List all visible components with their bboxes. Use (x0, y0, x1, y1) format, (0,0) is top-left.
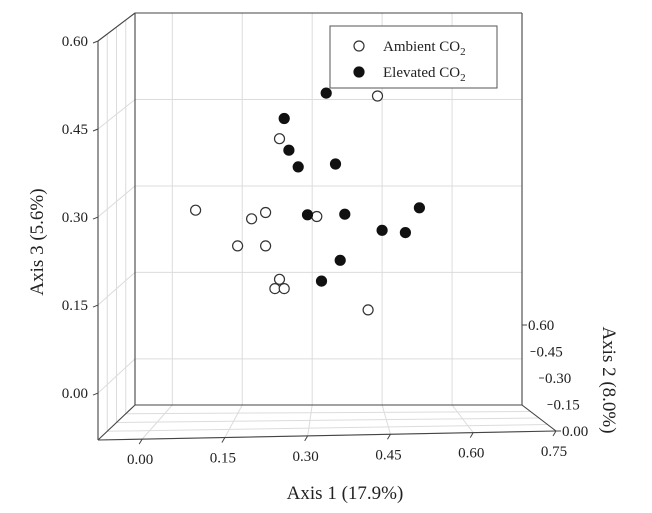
z-tick-mark (92, 216, 99, 220)
floor-gridline-y (125, 411, 531, 415)
x-tick-mark (138, 438, 143, 445)
legend-box (329, 25, 498, 89)
y-tick-label: 0.45 (537, 345, 563, 361)
z-axis-title: Axis 3 (5.6%) (27, 188, 48, 295)
y-tick-label: 0.00 (562, 424, 588, 440)
z-tick-mark (92, 304, 99, 308)
elevated-co2-point (339, 208, 351, 220)
floor-gridline-x (307, 404, 313, 436)
elevated-co2-point (376, 224, 388, 236)
elevated-co2-point (301, 209, 314, 221)
ambient-co2-point (260, 206, 272, 219)
ambient-co2-point (362, 304, 374, 316)
ambient-co2-point (269, 283, 281, 295)
z-tick-mark (92, 392, 99, 396)
frame-edge (97, 404, 136, 441)
x-tick-mark (387, 433, 391, 440)
elevated-co2-point (399, 227, 411, 239)
frame-edge (521, 404, 557, 432)
floor-gridline-x (381, 404, 391, 435)
frame-edge (97, 430, 557, 441)
side-wall-gridline-z (97, 272, 136, 306)
ambient-co2-point (278, 283, 290, 295)
x-tick-mark (304, 435, 309, 442)
z-tick-label: 0.60 (62, 34, 88, 50)
floor-gridline-y (107, 424, 548, 432)
x-tick-mark (469, 432, 474, 438)
floor-gridline-x (224, 404, 243, 438)
z-tick-label: 0.30 (62, 210, 88, 226)
elevated-co2-point (315, 275, 328, 287)
ambient-co2-point (232, 240, 244, 252)
floor-gridline-x (141, 404, 173, 440)
x-tick-label: 0.45 (375, 447, 401, 463)
legend: Ambient CO2 Elevated CO2 (329, 25, 498, 89)
ambient-co2-point (260, 240, 272, 252)
x-tick-label: 0.60 (458, 446, 484, 462)
legend-label-ambient: Ambient CO2 (383, 39, 466, 58)
y-axis-title: Axis 2 (8.0%) (598, 326, 619, 433)
y-tick-label: 0.60 (528, 318, 554, 334)
side-wall-gridline-z (97, 358, 136, 394)
z-tick-mark (92, 128, 99, 132)
elevated-co2-point (320, 87, 332, 99)
x-tick-mark (552, 430, 557, 437)
y-tick-label: 0.30 (545, 371, 571, 387)
x-axis-title: Axis 1 (17.9%) (287, 483, 404, 504)
y-tick-label: 0.15 (554, 398, 580, 414)
side-wall-gridline-z (97, 99, 136, 130)
ambient-co2-point (371, 90, 384, 102)
elevated-co2-point (413, 202, 425, 214)
elevated-co2-point (292, 161, 304, 173)
x-tick-label: 0.75 (541, 444, 567, 460)
x-tick-mark (221, 437, 226, 443)
frame-layer (97, 12, 557, 441)
ambient-co2-point (273, 133, 286, 145)
x-tick-label: 0.00 (127, 452, 153, 468)
z-tick-label: 0.15 (62, 298, 88, 314)
ambient-co2-point (311, 210, 323, 223)
legend-filled-circle-marker (353, 66, 365, 78)
elevated-co2-point (283, 144, 295, 156)
x-tick-label: 0.30 (293, 449, 319, 465)
z-tick-mark (92, 40, 99, 44)
elevated-co2-point (334, 254, 346, 266)
z-tick-label: 0.45 (62, 122, 88, 138)
elevated-co2-point (329, 158, 342, 170)
data-points (190, 87, 425, 316)
elevated-co2-point (278, 112, 290, 125)
frame-edge (97, 12, 136, 42)
x-tick-label: 0.15 (210, 451, 236, 467)
z-tick-label: 0.00 (62, 386, 88, 402)
ambient-co2-point (246, 213, 258, 225)
ambient-co2-point (190, 204, 202, 216)
legend-open-circle-marker (353, 40, 365, 52)
tick-labels: 0.00 0.15 0.30 0.45 0.60 0.75 0.00 0.15 0.30 0.45… (62, 34, 589, 468)
legend-label-elevated: Elevated CO2 (383, 65, 466, 84)
ambient-co2-point (273, 273, 286, 285)
side-wall-gridline-z (97, 185, 136, 218)
floor-gridline-x (451, 404, 474, 433)
floor-gridline-y (116, 417, 540, 423)
